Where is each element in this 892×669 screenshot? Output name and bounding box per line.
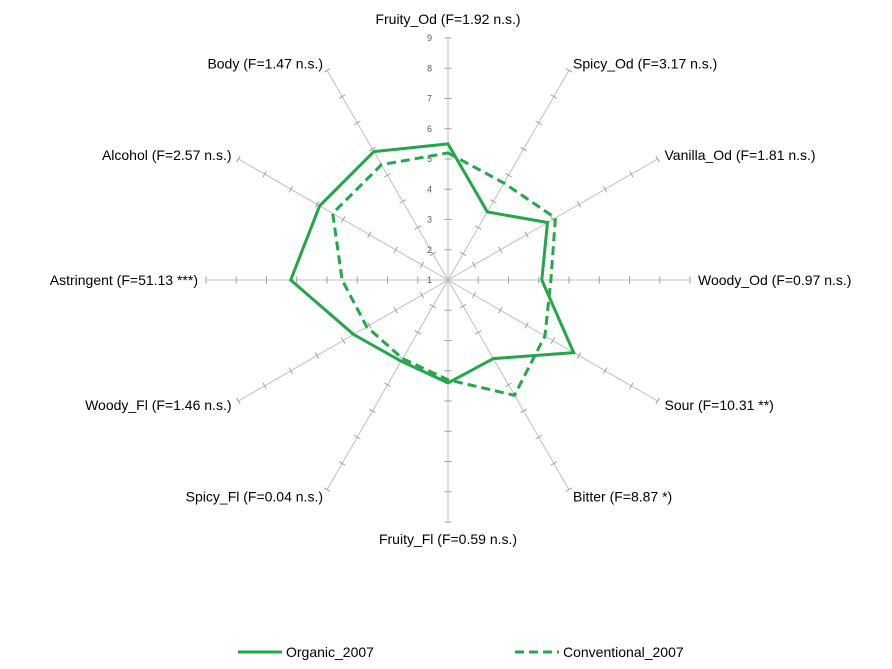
radar-tick-mark xyxy=(472,261,477,269)
radar-tick-mark xyxy=(520,408,527,414)
radar-tick-labels: 1 2 3 4 5 6 7 8 9 xyxy=(427,33,432,285)
category-label: Sour (F=10.31 **) xyxy=(665,397,774,413)
radar-tick-mark xyxy=(459,251,467,256)
radar-tick-mark xyxy=(520,146,527,152)
radar-tick-mark xyxy=(262,170,267,178)
radar-tick-mark xyxy=(550,94,558,99)
radar-tick-mark xyxy=(384,173,391,178)
radar-tick-mark xyxy=(341,337,346,344)
radar-tick-mark xyxy=(524,322,529,329)
radar-tick-mark xyxy=(338,461,346,466)
category-label: Body (F=1.47 n.s.) xyxy=(207,56,323,72)
category-label: Spicy_Od (F=3.17 n.s.) xyxy=(573,56,717,72)
radar-tick-mark xyxy=(399,199,406,204)
radar-tick-mark xyxy=(490,199,497,204)
radar-tick-mark xyxy=(419,291,424,299)
category-label: Bitter (F=8.87 *) xyxy=(573,489,672,505)
category-label: Fruity_Fl (F=0.59 n.s.) xyxy=(379,531,517,547)
radar-tick-mark xyxy=(414,330,422,335)
radar-tick-mark xyxy=(535,120,543,125)
radar-tick-mark xyxy=(498,306,503,314)
legend-label: Conventional_2007 xyxy=(563,644,684,660)
radar-tick-mark xyxy=(459,304,467,309)
radar-tick-mark xyxy=(565,487,573,492)
radar-tick-mark xyxy=(629,382,634,390)
radar-tick-mark xyxy=(338,94,346,99)
radar-tick-mark xyxy=(565,68,573,73)
radar-tick-mark xyxy=(323,68,331,73)
radar-tick-mark xyxy=(369,146,376,152)
radar-tick-mark xyxy=(384,382,391,387)
radar-tick-mark xyxy=(474,225,482,230)
radar-tick-mark xyxy=(429,251,437,256)
radar-tick-mark xyxy=(314,201,320,208)
category-label: Vanilla_Od (F=1.81 n.s.) xyxy=(665,147,816,163)
radar-tick-label: 1 xyxy=(427,275,432,285)
radar-tick-mark xyxy=(603,367,608,375)
radar-tick-mark xyxy=(550,461,558,466)
radar-tick-mark xyxy=(505,173,512,178)
radar-tick-label: 8 xyxy=(427,63,432,73)
radar-tick-mark xyxy=(393,306,398,314)
radar-tick-mark xyxy=(314,352,320,359)
radar-tick-label: 7 xyxy=(427,94,432,104)
radar-tick-mark xyxy=(419,261,424,269)
radar-tick-mark xyxy=(655,155,660,163)
radar-tick-mark xyxy=(550,337,555,344)
radar-tick-mark xyxy=(576,352,582,359)
radar-tick-mark xyxy=(429,304,437,309)
radar-tick-label: 9 xyxy=(427,33,432,43)
radar-tick-mark xyxy=(262,382,267,390)
radar-tick-label: 4 xyxy=(427,184,432,194)
radar-tick-mark xyxy=(369,408,376,414)
radar-spokes xyxy=(206,38,690,522)
category-label: Woody_Od (F=0.97 n.s.) xyxy=(698,272,851,288)
radar-tick-mark xyxy=(288,185,293,193)
radar-tick-mark xyxy=(353,435,361,440)
radar-tick-mark xyxy=(576,201,582,208)
radar-series-layer xyxy=(288,142,576,398)
radar-tick-label: 5 xyxy=(427,154,432,164)
radar-tick-mark xyxy=(367,231,372,238)
radar-tick-mark xyxy=(655,397,660,405)
radar-tick-marks xyxy=(205,37,691,523)
radar-tick-mark xyxy=(629,170,634,178)
radar-tick-mark xyxy=(498,246,503,254)
radar-tick-mark xyxy=(472,291,477,299)
legend-label: Organic_2007 xyxy=(286,644,374,660)
category-label: Astringent (F=51.13 ***) xyxy=(50,272,198,288)
category-label: Spicy_Fl (F=0.04 n.s.) xyxy=(186,489,323,505)
series-line-conventional-2007 xyxy=(331,151,557,398)
category-label: Fruity_Od (F=1.92 n.s.) xyxy=(375,11,520,27)
series-line-organic-2007 xyxy=(288,142,576,385)
radar-tick-mark xyxy=(535,435,543,440)
radar-category-labels: Fruity_Od (F=1.92 n.s.) Spicy_Od (F=3.17 … xyxy=(50,11,852,547)
radar-tick-mark xyxy=(603,185,608,193)
radar-tick-mark xyxy=(524,231,529,238)
category-label: Woody_Fl (F=1.46 n.s.) xyxy=(85,397,231,413)
radar-tick-mark xyxy=(353,120,361,125)
radar-tick-label: 6 xyxy=(427,124,432,134)
radar-tick-label: 3 xyxy=(427,215,432,225)
radar-tick-mark xyxy=(236,397,241,405)
radar-tick-mark xyxy=(393,246,398,254)
radar-tick-mark xyxy=(288,367,293,375)
radar-tick-mark xyxy=(236,155,241,163)
chart-legend: Organic_2007 Conventional_2007 xyxy=(238,644,684,660)
radar-tick-mark xyxy=(341,216,346,223)
radar-tick-mark xyxy=(414,225,422,230)
radar-tick-label: 2 xyxy=(427,245,432,255)
radar-tick-mark xyxy=(367,322,372,329)
category-label: Alcohol (F=2.57 n.s.) xyxy=(102,147,232,163)
radar-tick-mark xyxy=(505,382,512,387)
radar-tick-mark xyxy=(474,330,482,335)
radar-tick-mark xyxy=(323,487,331,492)
